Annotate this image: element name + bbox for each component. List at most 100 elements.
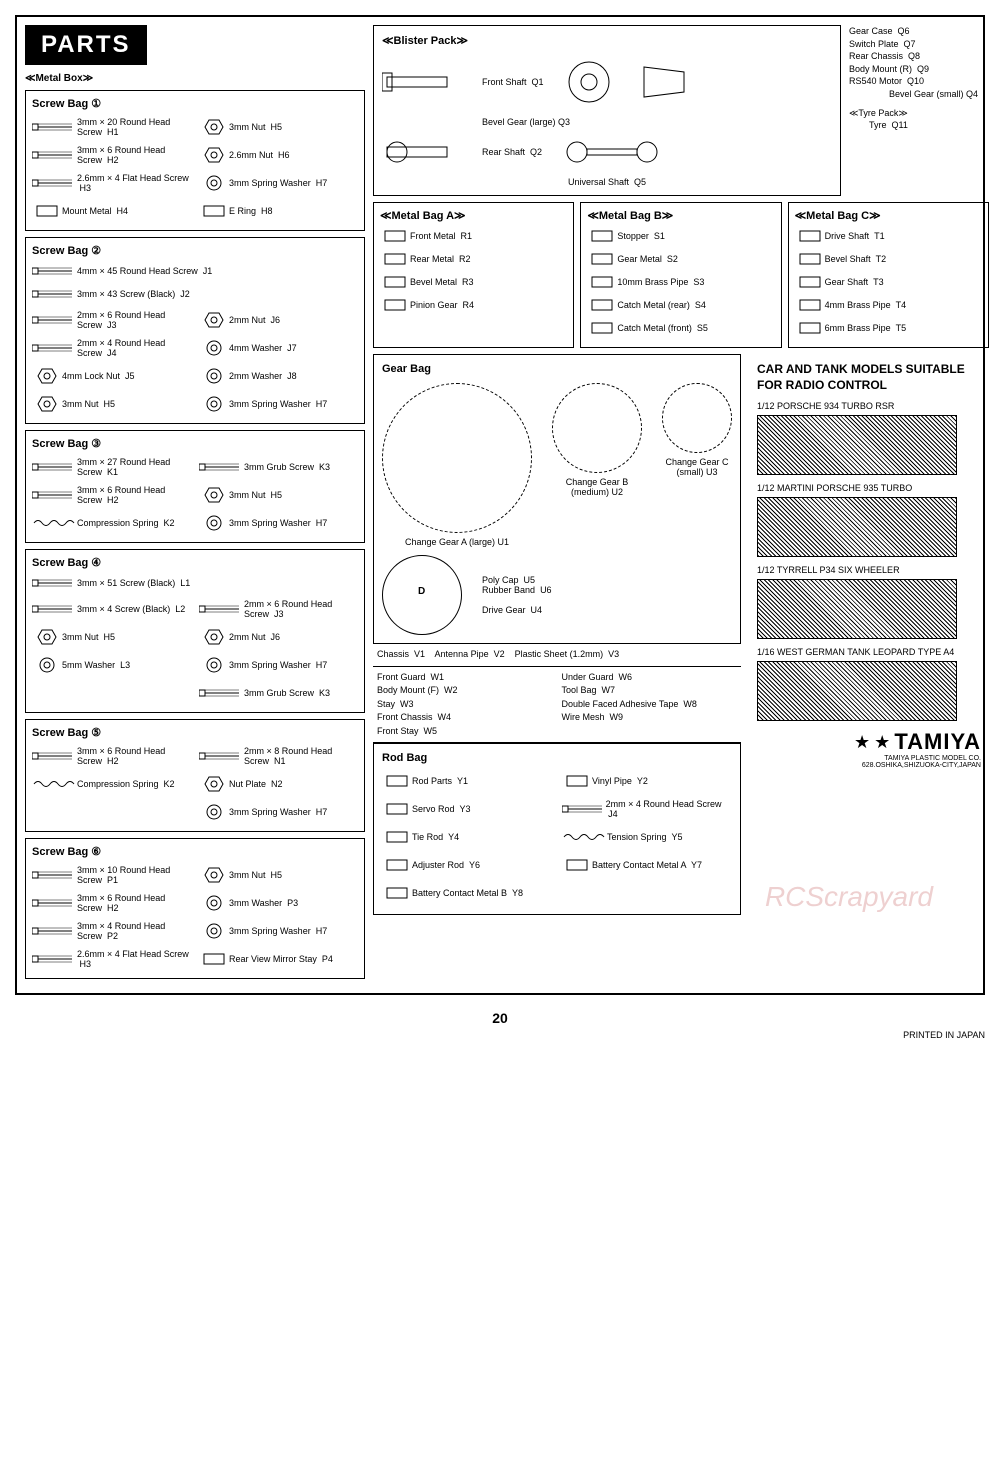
list-item: Plastic Sheet (1.2mm) V3: [515, 649, 620, 659]
part-item: 3mm × 20 Round Head Screw H1: [32, 117, 191, 137]
screw-icon: [32, 176, 77, 190]
screw-icon: [562, 802, 606, 816]
model-item: 1/12 PORSCHE 934 TURBO RSR: [757, 401, 981, 475]
part-icon: [382, 856, 412, 874]
shaft-icon: [382, 67, 462, 97]
universal-shaft-icon: [562, 137, 662, 167]
printed-in: PRINTED IN JAPAN: [15, 1030, 985, 1040]
list-item: Front Stay W5: [377, 725, 553, 739]
rod-bag: Rod Bag Rod Parts Y1Vinyl Pipe Y2Servo R…: [373, 743, 741, 915]
part-item: 2.6mm × 4 Flat Head Screw H3: [32, 949, 191, 969]
part-icon: [382, 884, 412, 902]
list-item: Antenna Pipe V2: [435, 649, 505, 659]
nut-icon: [199, 866, 229, 884]
page-container: PARTS ≪Metal Box≫ Screw Bag ①3mm × 20 Ro…: [15, 15, 985, 995]
model-item: 1/12 MARTINI PORSCHE 935 TURBO: [757, 483, 981, 557]
spring-icon: [562, 830, 607, 844]
part-icon: [199, 950, 229, 968]
part-item: 3mm Nut H5: [199, 485, 358, 505]
list-item: Body Mount (F) W2: [377, 684, 553, 698]
nut-icon: [199, 311, 229, 329]
screw-bag: Screw Bag ④3mm × 51 Screw (Black) L13mm …: [25, 549, 365, 713]
part-item: Rod Parts Y1: [382, 771, 552, 791]
list-item: Gear Case Q6: [849, 25, 989, 38]
part-item: Rear View Mirror Stay P4: [199, 949, 358, 969]
screw-icon: [32, 488, 77, 502]
part-icon: [587, 273, 617, 291]
part-item: Gear Shaft T3: [795, 272, 982, 292]
part-icon: [795, 250, 825, 268]
gear-icon: [564, 57, 614, 107]
screw-icon: [32, 264, 77, 278]
part-item: 3mm Spring Washer H7: [199, 655, 358, 675]
part-item: Nut Plate N2: [199, 774, 358, 794]
part-item: 3mm × 43 Screw (Black) J2: [32, 284, 358, 304]
part-item: Catch Metal (rear) S4: [587, 295, 774, 315]
part-icon: [795, 227, 825, 245]
nut-icon: [199, 628, 229, 646]
part-icon: [199, 202, 229, 220]
part-item: 3mm × 4 Screw (Black) L2: [32, 599, 191, 619]
part-item: 2mm × 8 Round Head Screw N1: [199, 746, 358, 766]
part-icon: [32, 202, 62, 220]
nut-icon: [199, 118, 229, 136]
part-icon: [382, 800, 412, 818]
part-icon: [380, 227, 410, 245]
screw-bag: Screw Bag ①3mm × 20 Round Head Screw H13…: [25, 90, 365, 231]
list-item: Chassis V1: [377, 649, 425, 659]
spring-icon: [32, 516, 77, 530]
part-icon: [382, 828, 412, 846]
screw-bag: Screw Bag ②4mm × 45 Round Head Screw J13…: [25, 237, 365, 424]
part-item: 2mm Nut J6: [199, 310, 358, 330]
part-item: 4mm Brass Pipe T4: [795, 295, 982, 315]
part-item: 3mm Spring Washer H7: [199, 173, 358, 193]
part-icon: [587, 227, 617, 245]
part-item: 3mm Spring Washer H7: [199, 513, 358, 533]
part-item: Tension Spring Y5: [562, 827, 732, 847]
model-illustration: [757, 661, 957, 721]
nut-icon: [199, 146, 229, 164]
blister-side-list: Gear Case Q6Switch Plate Q7Rear Chassis …: [849, 25, 989, 196]
part-item: 3mm × 6 Round Head Screw H2: [32, 893, 191, 913]
part-icon: [562, 856, 592, 874]
model-item: 1/12 TYRRELL P34 SIX WHEELER: [757, 565, 981, 639]
list-item: Under Guard W6: [562, 671, 738, 685]
list-item: RS540 Motor Q10: [849, 75, 989, 88]
screw-icon: [32, 896, 77, 910]
part-item: 3mm Nut H5: [32, 627, 191, 647]
washer-icon: [199, 514, 229, 532]
part-icon: [587, 296, 617, 314]
part-item: 3mm × 6 Round Head Screw H2: [32, 746, 191, 766]
part-item: 3mm Washer P3: [199, 893, 358, 913]
part-item: [32, 683, 191, 703]
nut-icon: [32, 395, 62, 413]
part-item: Servo Rod Y3: [382, 799, 552, 819]
part-item: 2mm Washer J8: [199, 366, 358, 386]
w-items: Front Guard W1Body Mount (F) W2Stay W3Fr…: [373, 666, 741, 744]
screw-icon: [199, 749, 244, 763]
part-item: 2.6mm Nut H6: [199, 145, 358, 165]
part-item: Bevel Shaft T2: [795, 249, 982, 269]
screw-icon: [32, 868, 77, 882]
screw-bag: Screw Bag ③3mm × 27 Round Head Screw K13…: [25, 430, 365, 543]
part-item: 2mm × 4 Round Head Screw J4: [562, 799, 732, 819]
screw-bag: Screw Bag ⑥3mm × 10 Round Head Screw P13…: [25, 838, 365, 979]
part-item: Rear Metal R2: [380, 249, 567, 269]
part-item: Battery Contact Metal B Y8: [382, 883, 552, 903]
list-item: Front Chassis W4: [377, 711, 553, 725]
drive-gear-icon: D: [382, 555, 462, 635]
tamiya-logo: ★★ TAMIYA TAMIYA PLASTIC MODEL CO. 628.O…: [757, 729, 981, 769]
screw-icon: [32, 749, 77, 763]
part-item: Adjuster Rod Y6: [382, 855, 552, 875]
model-illustration: [757, 497, 957, 557]
gear-med-icon: [552, 383, 642, 473]
screw-icon: [32, 460, 77, 474]
part-icon: [795, 296, 825, 314]
part-item: [32, 802, 191, 822]
washer-icon: [199, 656, 229, 674]
metal-box-title: ≪Metal Box≫: [25, 73, 365, 84]
left-column: PARTS ≪Metal Box≫ Screw Bag ①3mm × 20 Ro…: [25, 25, 365, 985]
part-item: 3mm × 6 Round Head Screw H2: [32, 145, 191, 165]
screw-icon: [32, 602, 77, 616]
part-item: 4mm Lock Nut J5: [32, 366, 191, 386]
